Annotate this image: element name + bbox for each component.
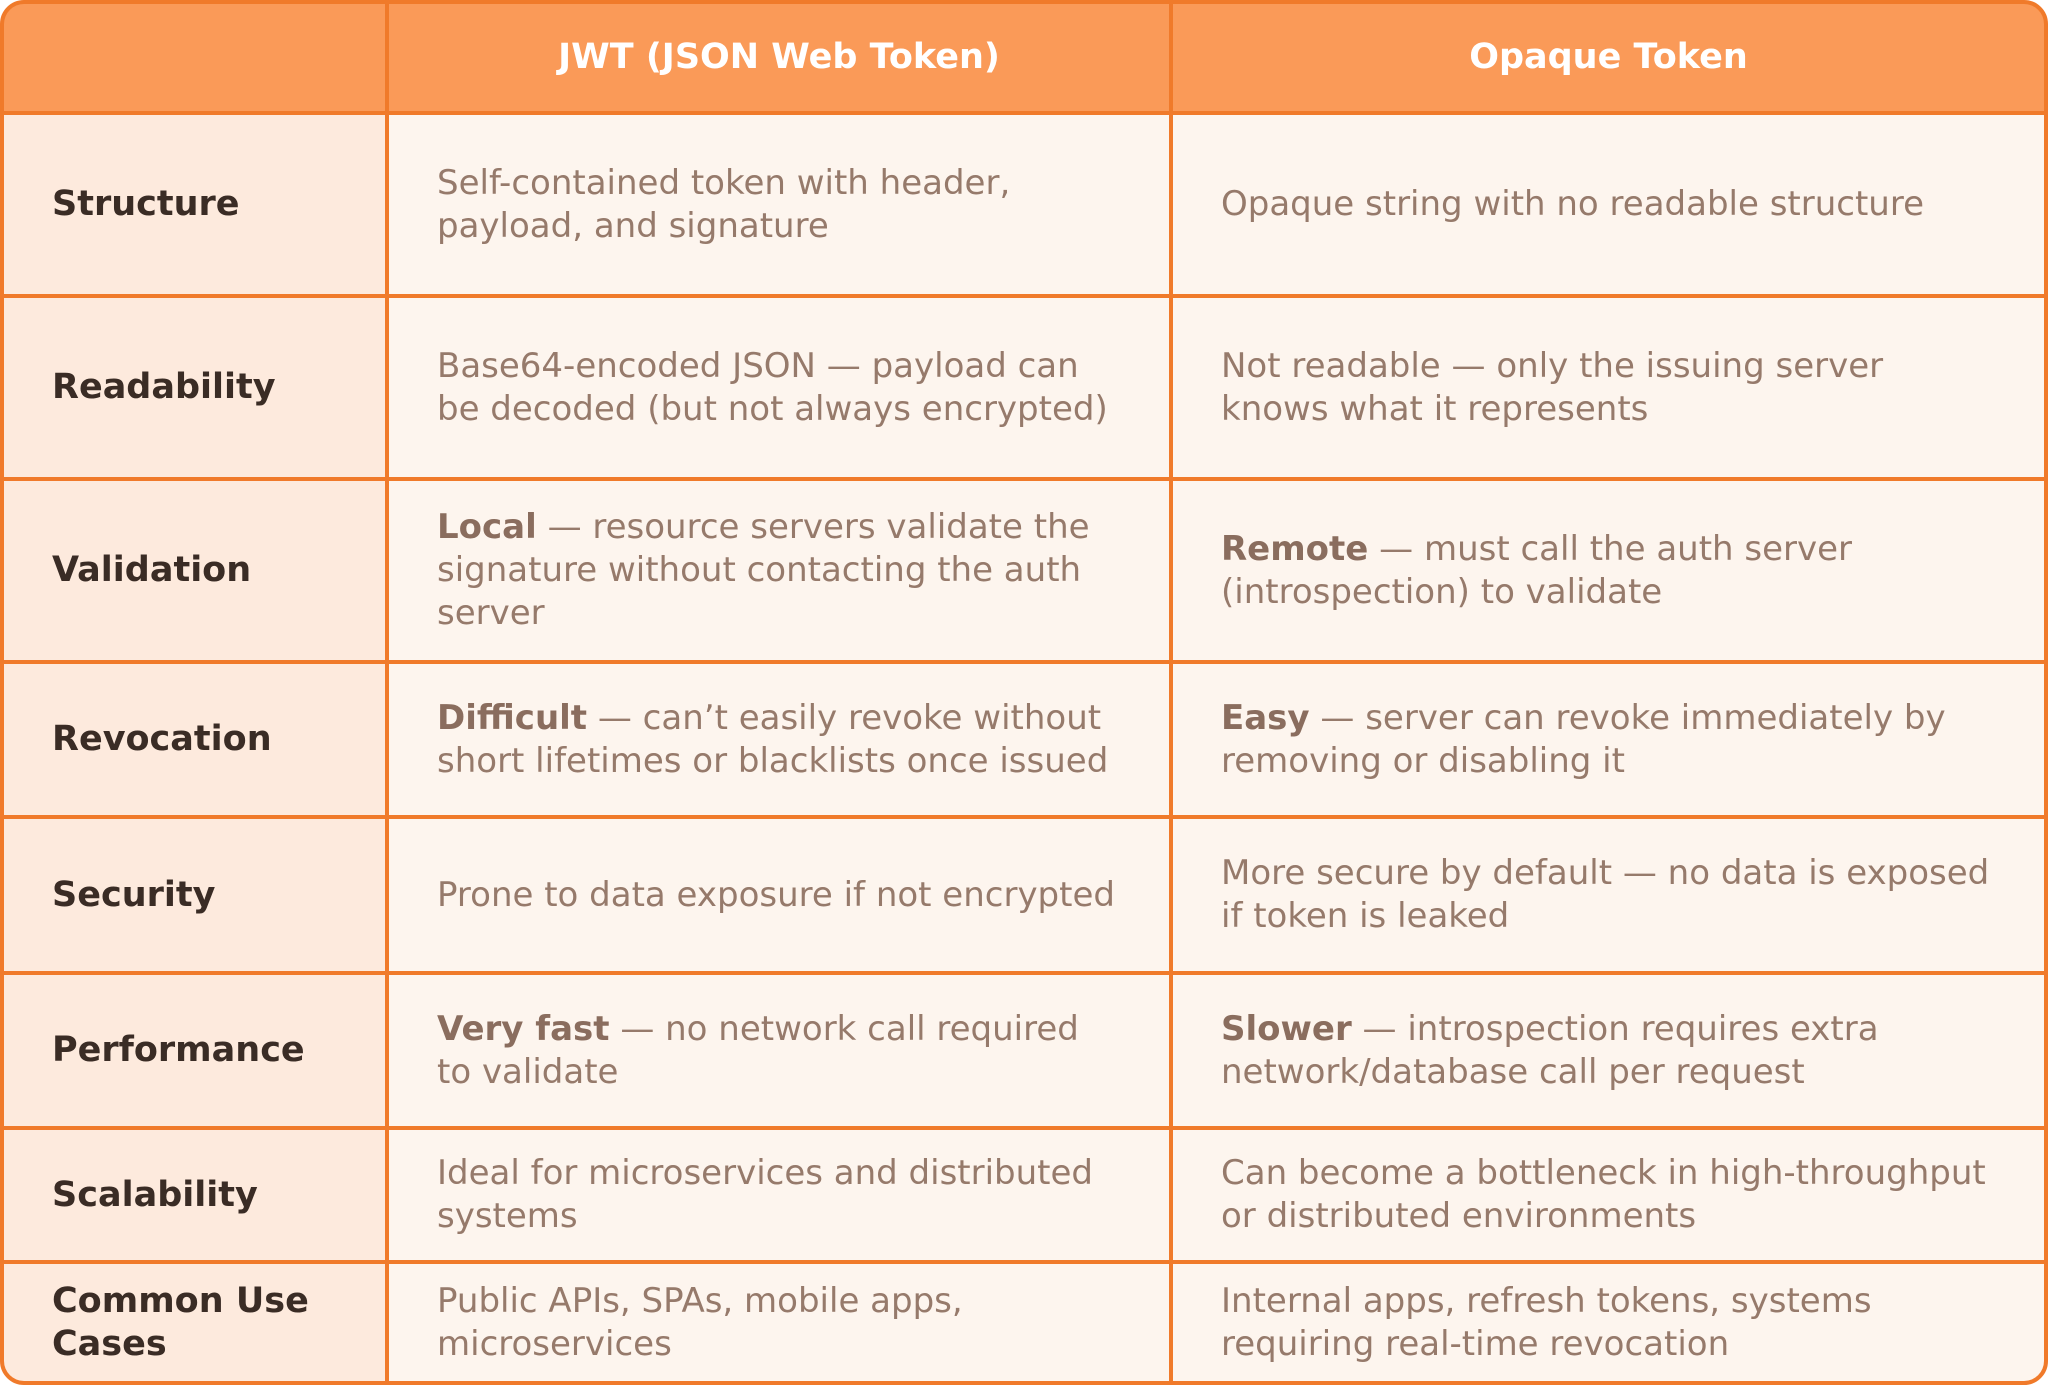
cell-emphasis: Local [437,507,537,547]
table-cell: Remote — must call the auth server (intr… [1173,481,2044,660]
cell-text: Very fast — no network call required to … [437,1008,1121,1094]
row-label: Validation [4,481,385,660]
cell-text: Prone to data exposure if not encrypted [437,874,1115,915]
row-label: Common Use Cases [4,1264,385,1381]
cell-emphasis: Slower [1221,1008,1352,1049]
table-cell: Base64-encoded JSON — payload can be dec… [389,298,1169,477]
table-cell: Not readable — only the issuing server k… [1173,298,2044,477]
table-cell: Very fast — no network call required to … [389,975,1169,1126]
cell-text: Opaque string with no readable structure [1221,184,1924,224]
table-cell: Self-contained token with header, payloa… [389,115,1169,294]
row-label: Revocation [4,664,385,815]
table-cell: Local — resource servers validate the si… [389,481,1169,660]
table-cell: Easy — server can revoke immediately by … [1173,664,2044,815]
cell-text: Internal apps, refresh tokens, systems r… [1221,1280,1872,1364]
cell-emphasis: Remote [1221,528,1369,569]
cell-detail: — introspection requires extra network/d… [1221,1008,1879,1092]
table-cell: Difficult — can’t easily revoke without … [389,664,1169,815]
cell-text: Public APIs, SPAs, mobile apps, microser… [437,1280,963,1364]
row-label: Performance [4,975,385,1126]
table-cell: Prone to data exposure if not encrypted [389,819,1169,971]
cell-detail: — must call the auth server (introspecti… [1221,528,1853,612]
row-label: Readability [4,298,385,477]
cell-detail: — server can revoke immediately by remov… [1221,697,1946,781]
cell-text: Can become a bottleneck in high-throughp… [1221,1153,1986,1236]
cell-text: Ideal for microservices and distributed … [437,1153,1094,1236]
cell-emphasis: Difficult [437,697,588,738]
table-cell: Slower — introspection requires extra ne… [1173,975,2044,1126]
cell-text: Slower — introspection requires extra ne… [1221,1008,1996,1094]
table-cell: Public APIs, SPAs, mobile apps, microser… [389,1264,1169,1381]
cell-text: Remote — must call the auth server (intr… [1221,528,1996,614]
header-cell: JWT (JSON Web Token) [389,4,1169,111]
cell-emphasis: Very fast [437,1008,610,1049]
cell-text: Self-contained token with header, payloa… [437,162,1011,246]
cell-text: More secure by default — no data is expo… [1221,853,1990,936]
cell-text: Not readable — only the issuing server k… [1221,345,1884,429]
cell-detail: — no network call required to validate [437,1008,1079,1092]
table-cell: Can become a bottleneck in high-throughp… [1173,1130,2044,1260]
cell-text: Base64-encoded JSON — payload can be dec… [437,345,1108,429]
row-label: Scalability [4,1130,385,1260]
cell-emphasis: Easy [1221,697,1310,738]
row-label: Structure [4,115,385,294]
table-cell: More secure by default — no data is expo… [1173,819,2044,971]
row-label: Security [4,819,385,971]
table-cell: Ideal for microservices and distributed … [389,1130,1169,1260]
table-cell: Opaque string with no readable structure [1173,115,2044,294]
cell-detail: — resource servers validate the signatur… [437,507,1090,633]
cell-detail: — can’t easily revoke without short life… [437,697,1109,781]
cell-text: Difficult — can’t easily revoke without … [437,697,1121,783]
table-cell: Internal apps, refresh tokens, systems r… [1173,1264,2044,1381]
cell-text: Local — resource servers validate the si… [437,506,1121,635]
cell-text: Easy — server can revoke immediately by … [1221,697,1996,783]
header-cell: Opaque Token [1173,4,2044,111]
header-corner [4,4,385,111]
